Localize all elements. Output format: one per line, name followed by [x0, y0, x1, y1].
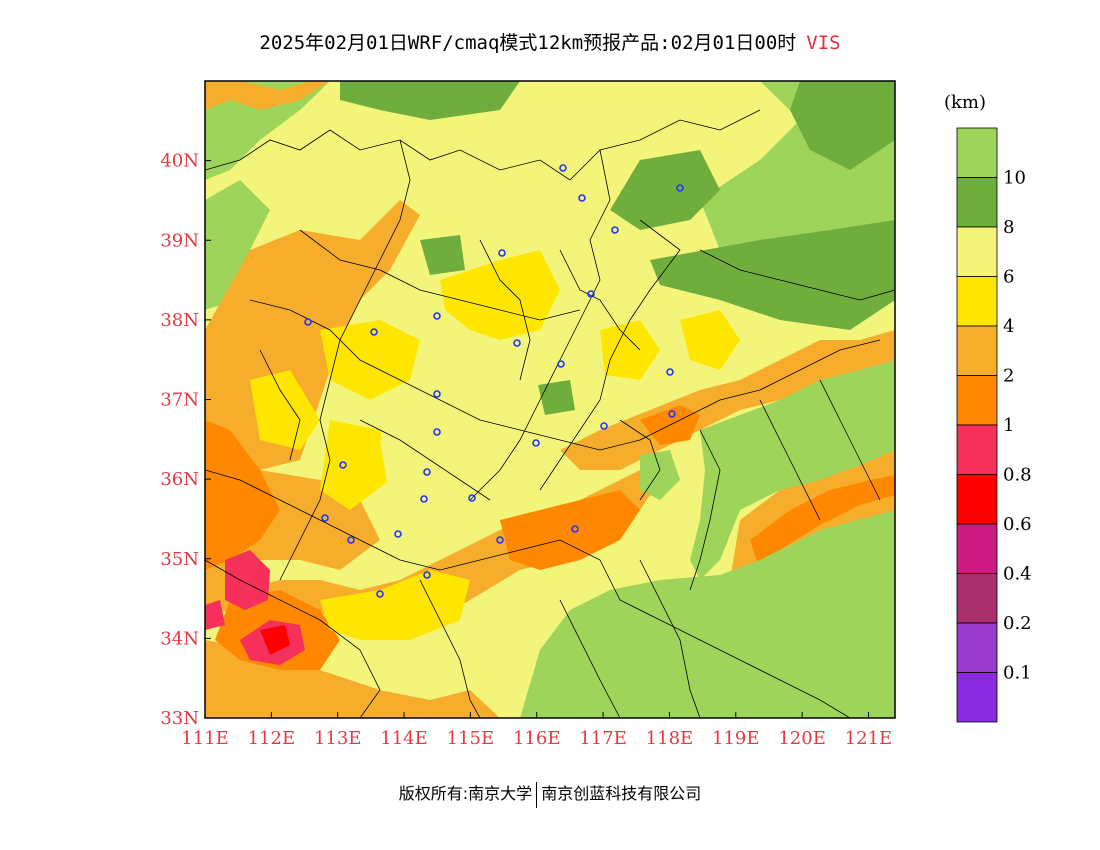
lon-label: 112E: [248, 728, 296, 749]
variable-label: VIS: [806, 32, 841, 54]
footer-separator: [536, 781, 538, 808]
colorbar-swatch: [956, 672, 998, 723]
field-lightyellow-center: [380, 440, 480, 530]
colorbar-unit: (km): [944, 92, 986, 113]
field-east-green: [690, 360, 895, 580]
lon-label: 111E: [181, 728, 229, 749]
field-red-spot-1: [225, 550, 270, 610]
colorbar-swatch: [956, 523, 998, 574]
boundary-lines: [205, 109, 895, 718]
field-yellow-4: [320, 420, 390, 510]
lon-label: 119E: [712, 728, 760, 749]
lon-label: 116E: [513, 728, 561, 749]
footer-right: 南京创蓝科技有限公司: [541, 784, 702, 803]
footer-left: 版权所有:南京大学: [398, 784, 533, 803]
lon-label: 114E: [380, 728, 428, 749]
colorbar-swatch: [956, 177, 998, 228]
lat-label: 36N: [160, 469, 199, 490]
lat-label: 39N: [160, 230, 199, 251]
field-top-orange: [205, 81, 330, 110]
field-central-darkgreen: [420, 235, 465, 275]
colorbar-label: 1: [1003, 415, 1014, 436]
lon-label: 113E: [314, 728, 362, 749]
field-ne-darkgreen: [790, 81, 895, 170]
lat-label: 37N: [160, 390, 199, 411]
axis-ticks: 111E 112E 113E 114E 115E 116E 117E 118E 119E 120E…: [160, 151, 892, 749]
field-bohai-darkgreen: [650, 220, 895, 330]
lat-label: 34N: [160, 628, 199, 649]
lon-label: 117E: [579, 728, 627, 749]
colorbar-swatch: [956, 375, 998, 426]
colorbar-swatch: [956, 226, 998, 277]
colorbar-label: 10: [1003, 168, 1026, 189]
colorbar-swatch: [956, 474, 998, 525]
field-yellow-3: [250, 370, 320, 450]
field-east-orange-band: [560, 330, 895, 470]
colorbar: 10 8 6 4 2 1 0.8 0.6 0.4 0.2 0.1 (km): [944, 92, 1032, 723]
colorbar-label: 0.2: [1003, 613, 1032, 634]
colorbar-swatch: [956, 127, 998, 178]
colorbar-label: 2: [1003, 366, 1014, 387]
field-west-green: [205, 180, 270, 310]
colorbar-swatch: [956, 276, 998, 327]
lat-label: 35N: [160, 549, 199, 570]
colorbar-swatch: [956, 424, 998, 475]
field-west-darkorange: [205, 420, 280, 570]
city-markers: [304, 164, 684, 598]
field-green-patch: [640, 450, 680, 500]
field-coast-darkorange: [750, 475, 895, 570]
title-text: 2025年02月01日WRF/cmaq模式12km预报产品:02月01日00时: [259, 32, 797, 54]
field-red-spot-3: [205, 600, 225, 630]
field-south-darkgreen: [538, 380, 575, 415]
colorbar-swatch: [956, 573, 998, 624]
lat-label: 40N: [160, 151, 199, 172]
field-beijing-darkgreen: [610, 150, 720, 230]
lat-label: 38N: [160, 310, 199, 331]
colorbar-label: 0.4: [1003, 564, 1032, 585]
field-red-core: [260, 625, 290, 655]
footer: 版权所有:南京大学 南京创蓝科技有限公司: [0, 780, 1100, 808]
colorbar-label: 4: [1003, 316, 1014, 337]
lon-label: 120E: [778, 728, 826, 749]
visibility-field: [205, 81, 895, 718]
colorbar-label: 6: [1003, 267, 1014, 288]
colorbar-label: 8: [1003, 217, 1014, 238]
field-north-darkgreen: [340, 81, 520, 120]
field-yellow-2: [320, 320, 420, 400]
colorbar-swatch: [956, 622, 998, 673]
lat-label: 33N: [160, 708, 199, 729]
field-yellow-5: [320, 570, 470, 640]
colorbar-label: 0.1: [1003, 663, 1032, 684]
colorbar-label: 0.6: [1003, 514, 1032, 535]
field-yellow-7: [680, 310, 740, 370]
field-south-orange: [205, 470, 660, 630]
colorbar-swatch: [956, 325, 998, 376]
lon-label: 115E: [447, 728, 495, 749]
field-south-darkorange: [500, 490, 640, 570]
colorbar-label: 0.8: [1003, 465, 1032, 486]
lon-label: 121E: [845, 728, 893, 749]
field-se-green: [520, 510, 895, 718]
lon-label: 118E: [646, 728, 694, 749]
chart-title: 2025年02月01日WRF/cmaq模式12km预报产品:02月01日00时 V…: [0, 28, 1100, 55]
field-yellow-6: [600, 320, 660, 380]
field-nw-green: [205, 81, 330, 180]
